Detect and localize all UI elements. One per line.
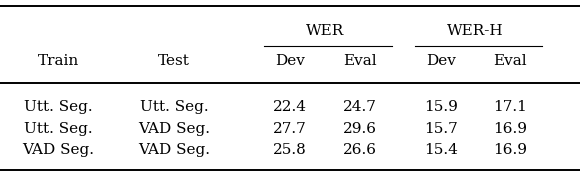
Text: Utt. Seg.: Utt. Seg. bbox=[24, 100, 92, 114]
Text: VAD Seg.: VAD Seg. bbox=[138, 143, 210, 157]
Text: 16.9: 16.9 bbox=[494, 143, 527, 157]
Text: Dev: Dev bbox=[275, 54, 305, 68]
Text: 22.4: 22.4 bbox=[273, 100, 307, 114]
Text: VAD Seg.: VAD Seg. bbox=[22, 143, 94, 157]
Text: Eval: Eval bbox=[343, 54, 376, 68]
Text: Test: Test bbox=[158, 54, 190, 68]
Text: 15.9: 15.9 bbox=[424, 100, 458, 114]
Text: 17.1: 17.1 bbox=[494, 100, 527, 114]
Text: WER: WER bbox=[306, 24, 344, 38]
Text: 29.6: 29.6 bbox=[343, 122, 376, 136]
Text: Dev: Dev bbox=[426, 54, 456, 68]
Text: Utt. Seg.: Utt. Seg. bbox=[140, 100, 208, 114]
Text: 27.7: 27.7 bbox=[273, 122, 307, 136]
Text: 24.7: 24.7 bbox=[343, 100, 376, 114]
Text: 26.6: 26.6 bbox=[343, 143, 376, 157]
Text: 15.7: 15.7 bbox=[424, 122, 458, 136]
Text: WER-H: WER-H bbox=[447, 24, 504, 38]
Text: 16.9: 16.9 bbox=[494, 122, 527, 136]
Text: 15.4: 15.4 bbox=[424, 143, 458, 157]
Text: Eval: Eval bbox=[494, 54, 527, 68]
Text: Utt. Seg.: Utt. Seg. bbox=[24, 122, 92, 136]
Text: 25.8: 25.8 bbox=[273, 143, 307, 157]
Text: Train: Train bbox=[37, 54, 79, 68]
Text: VAD Seg.: VAD Seg. bbox=[138, 122, 210, 136]
